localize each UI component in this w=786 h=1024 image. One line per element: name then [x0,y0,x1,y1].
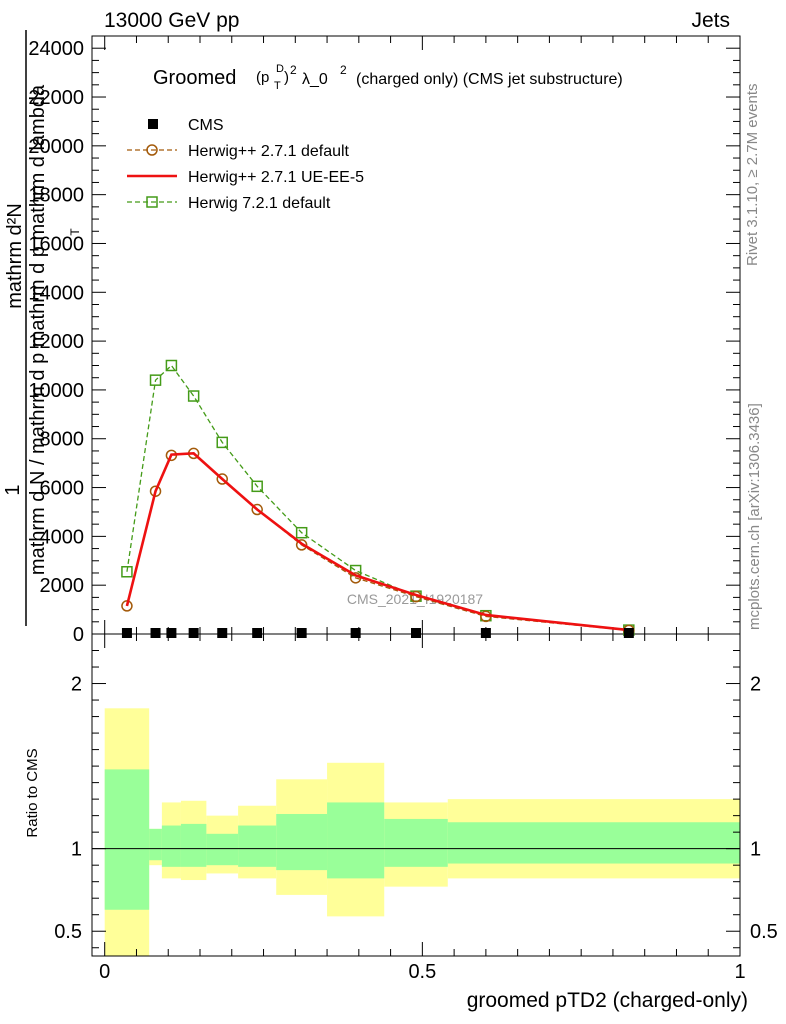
series-herwig-2-7-1-default [121,447,635,637]
ratio-y-tick-label-left: 2 [71,674,82,696]
legend-label: CMS [188,117,224,134]
main-y-tick-label: 4000 [40,526,85,548]
main-y-axis-label: mathrm d²N 1 mathrm d N / mathrm d p mat… [2,30,82,626]
energy-label: 13000 GeV pp [104,9,240,32]
legend-marker [148,119,158,129]
stat-band-bin-0 [104,769,150,910]
legend-marker [146,144,158,156]
stat-band-bin-10 [524,822,740,864]
stat-band-bin-2 [161,825,181,867]
ratio-y-tick-label-right: 2 [750,674,761,696]
data-point [295,539,308,551]
legend: CMS Herwig++ 2.7.1 default Herwig++ 2.7.1 … [127,117,364,212]
stat-band-bin-3 [180,823,207,867]
data-point [251,503,263,516]
main-y-tick-label: 12000 [28,331,84,353]
stat-band-bin-8 [384,818,448,867]
ratio-y-tick-label-right: 1 [750,839,761,861]
main-y-tick-label: 20000 [28,136,84,158]
title-paren-open: (p [256,69,269,86]
series-cms [121,628,634,638]
ratio-y-axis-label: Ratio to CMS [24,748,41,837]
data-point [188,628,199,638]
main-y-tick-label: 10000 [28,380,84,402]
ratio-y-tick-label-left: 1 [71,839,82,861]
title-paren-close: ) [284,69,289,86]
y-label-denominator: mathrm d N / mathrm d p mathrm d p mathr… [27,84,49,575]
data-point [216,436,228,449]
data-point [350,628,361,638]
chart-title: Groomed (p D T ) 2 λ_0 2 (charged only) … [153,63,623,92]
ratio-plot-frame [91,633,741,957]
ratio-bands [104,708,740,956]
stat-band-bin-1 [149,828,162,861]
data-point [251,480,263,493]
title-sub-t: T [274,80,281,92]
analysis-watermark: CMS_2021_I1920187 [347,591,483,607]
main-y-tick-label: 18000 [28,185,84,207]
data-point [121,628,132,638]
main-y-tick-label: 2000 [40,575,85,597]
legend-label: Herwig++ 2.7.1 UE-EE-5 [188,169,364,186]
series-layer [121,359,635,638]
legend-label: Herwig++ 2.7.1 default [188,143,350,160]
series-herwig-2-7-1-ue-ee-5 [125,452,629,632]
legend-entry: Herwig 7.2.1 default [127,195,331,212]
y-label-one: 1 [2,484,24,495]
data-point [149,374,162,386]
data-point [295,526,308,539]
data-point [411,628,421,638]
main-y-tick-label: 24000 [28,38,84,60]
x-tick-label: 0.5 [408,961,436,983]
data-point [187,390,200,402]
ratio-y-tick-label-left: 0.5 [54,921,82,943]
x-axis-label: groomed pTD2 (charged-only) [467,989,748,1012]
main-y-tick-label: 16000 [28,233,84,255]
data-point [166,628,177,638]
title-sq: 2 [290,63,297,77]
data-point [296,628,307,638]
title-prefix: Groomed [153,67,236,89]
main-y-axis: 0 2000 4000 6000 8000 10000 12000 14000 16000 180… [28,38,740,646]
y-label-sub: T [68,228,82,236]
legend-entry: Herwig++ 2.7.1 UE-EE-5 [127,169,364,186]
series-line [125,452,629,632]
data-point [252,628,263,638]
main-y-tick-label: 0 [73,624,84,646]
data-point [217,628,228,638]
legend-label: Herwig 7.2.1 default [188,195,331,212]
data-point [150,628,161,638]
title-sq2: 2 [340,63,347,77]
legend-entry: CMS [148,117,224,134]
mcplots-reference-label: mcplots.cern.ch [arXiv:1306.3436] [746,403,763,630]
y-label-numerator: mathrm d²N [4,203,26,309]
main-y-tick-label: 8000 [40,429,85,451]
stat-band-bin-7 [327,802,385,879]
rivet-version-label: Rivet 3.1.10, ≥ 2.7M events [744,83,761,267]
x-tick-label: 1 [734,961,745,983]
title-suffix: (charged only) (CMS jet substructure) [356,71,623,88]
stat-band-bin-4 [206,833,239,866]
main-y-tick-label: 22000 [28,87,84,109]
data-point [480,628,491,638]
title-lambda: λ_0 [302,71,328,88]
data-point [216,473,228,485]
data-point [121,566,133,578]
ratio-y-tick-label-right: 0.5 [750,921,778,943]
data-point [165,359,178,372]
stat-band-bin-9 [447,822,524,864]
main-y-tick-label: 14000 [28,282,84,304]
legend-entry: Herwig++ 2.7.1 default [127,143,350,160]
ratio-x-axis: 0 0.5 1 [99,634,746,983]
stat-band-bin-6 [276,813,328,871]
ratio-y-axis: 0.5 0.5 1 1 2 2 [54,650,778,949]
legend-marker [146,196,158,208]
title-sup-d: D [276,63,284,75]
main-y-tick-label: 6000 [40,478,85,500]
stat-band-bin-5 [238,825,277,867]
process-label: Jets [691,9,730,32]
data-point [623,628,634,638]
x-tick-label: 0 [99,961,110,983]
